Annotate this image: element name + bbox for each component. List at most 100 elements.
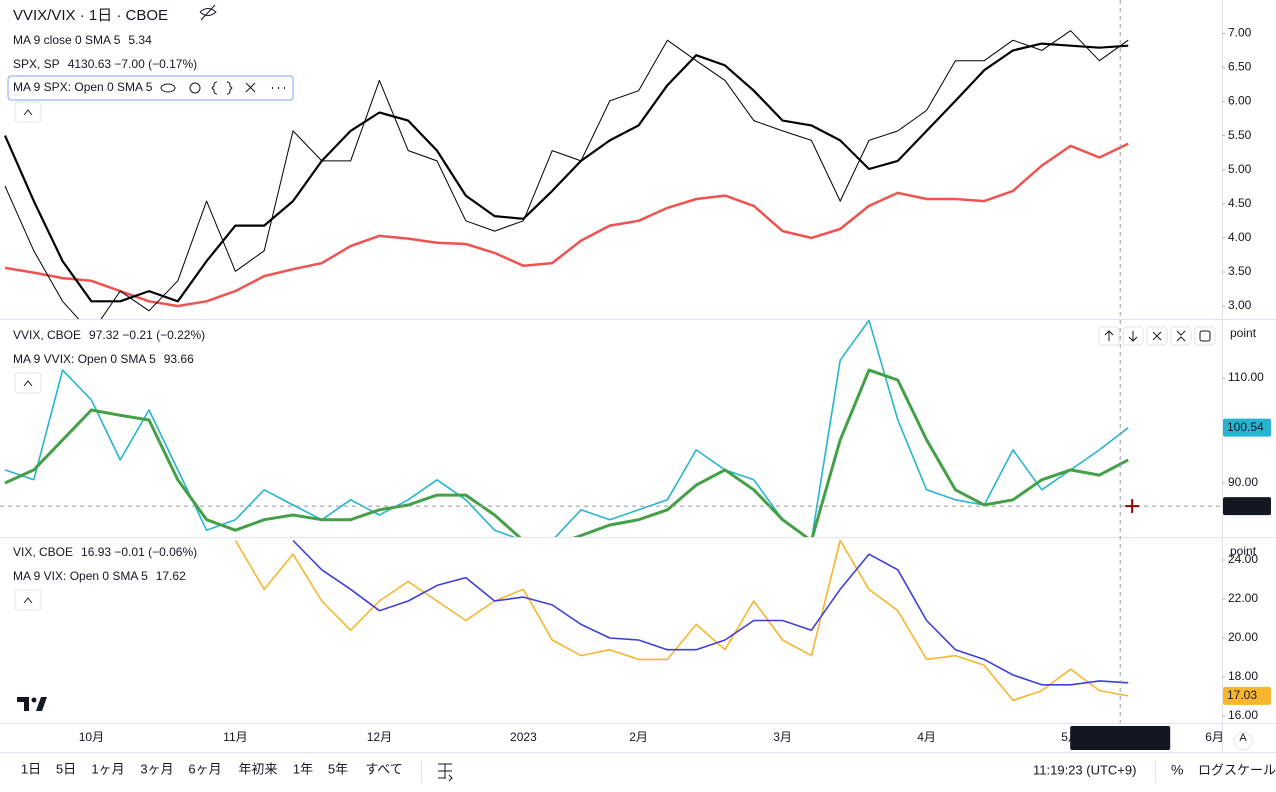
legend-name: MA 9 VIX: Open 0 SMA 5 bbox=[13, 569, 148, 583]
crosshair-price-label: 85.59 bbox=[1230, 498, 1260, 512]
series-line bbox=[292, 539, 1129, 686]
collapse-button[interactable] bbox=[14, 101, 42, 123]
close-pane[interactable] bbox=[1146, 326, 1168, 346]
y-tick-label: 4.00 bbox=[1228, 230, 1252, 244]
legend-name: MA 9 VVIX: Open 0 SMA 5 bbox=[13, 352, 156, 366]
chevron bbox=[23, 597, 33, 604]
plot-area bbox=[3, 30, 1129, 319]
chevron bbox=[23, 109, 33, 116]
icon bbox=[1152, 331, 1162, 341]
legend-name: VIX, CBOE bbox=[13, 545, 73, 559]
x-tick-label: 3月 bbox=[773, 730, 792, 744]
legend-value: 5.34 bbox=[128, 33, 152, 47]
settings-icon[interactable] bbox=[189, 82, 201, 94]
y-tick-label: 4.50 bbox=[1228, 196, 1252, 210]
legend-icons[interactable] bbox=[160, 4, 285, 95]
compare-icon[interactable] bbox=[438, 763, 453, 782]
x-tick-label: 12月 bbox=[367, 730, 392, 744]
crosshair-date-tag bbox=[1070, 726, 1171, 750]
collapse-pane[interactable] bbox=[1170, 326, 1192, 346]
y-tick-label: 3.50 bbox=[1228, 264, 1252, 278]
last-value-tag bbox=[1223, 686, 1271, 705]
chevron bbox=[23, 380, 33, 387]
icon bbox=[1199, 330, 1211, 342]
crosshair-cursor bbox=[1125, 499, 1140, 514]
source-icon[interactable] bbox=[211, 81, 233, 95]
series-line bbox=[4, 142, 1129, 308]
range-button[interactable]: 6ヶ月 bbox=[188, 761, 221, 776]
series-line bbox=[234, 539, 1129, 702]
pane-controls[interactable] bbox=[1098, 326, 1216, 346]
x-tick-label: 2月 bbox=[629, 730, 648, 744]
remove-icon[interactable] bbox=[245, 82, 256, 93]
series-line bbox=[4, 30, 1129, 319]
y-tick-label: 110.00 bbox=[1228, 370, 1264, 384]
series-line bbox=[3, 42, 1129, 303]
collapse-button[interactable] bbox=[14, 589, 42, 611]
last-value-tag bbox=[1223, 418, 1271, 437]
unit-label: point bbox=[1230, 544, 1257, 558]
range-button[interactable]: 1ヶ月 bbox=[91, 761, 124, 776]
clock: 11:19:23 (UTC+9) bbox=[1033, 762, 1136, 777]
legend-value: 16.93 −0.01 (−0.06%) bbox=[81, 545, 197, 559]
chart-title: VVIX/VIX · 1日 · CBOE bbox=[13, 7, 168, 24]
y-tick-label: 20.00 bbox=[1228, 630, 1258, 644]
collapse-button[interactable] bbox=[14, 372, 42, 394]
percent-toggle[interactable]: % bbox=[1171, 762, 1183, 778]
maximize-pane[interactable] bbox=[1194, 326, 1216, 346]
auto-scale-ring bbox=[1233, 731, 1253, 751]
y-tick-label: 5.50 bbox=[1228, 128, 1252, 142]
legend-value: 97.32 −0.21 (−0.22%) bbox=[89, 328, 205, 342]
y-tick-label: 3.00 bbox=[1228, 298, 1252, 312]
move-up[interactable] bbox=[1098, 326, 1120, 346]
plot-area bbox=[234, 539, 1129, 702]
y-tick-label: 7.00 bbox=[1228, 26, 1252, 40]
legend-value: 4130.63 −7.00 (−0.17%) bbox=[68, 57, 197, 71]
y-tick-label: 18.00 bbox=[1228, 669, 1258, 683]
y-tick-label: 16.00 bbox=[1228, 708, 1258, 722]
x-tick-label: 10月 bbox=[79, 730, 104, 744]
series-line bbox=[4, 368, 1129, 537]
x-tick-label: 2023 bbox=[510, 730, 537, 744]
y-tick-label: 24.00 bbox=[1228, 552, 1258, 566]
legend-name: MA 9 SPX: Open 0 SMA 5 bbox=[13, 80, 153, 94]
y-tick-label: 90.00 bbox=[1228, 475, 1258, 489]
eye-icon[interactable] bbox=[160, 83, 176, 93]
legend-name: MA 9 close 0 SMA 5 bbox=[13, 33, 121, 47]
last-value-label: 17.03 bbox=[1227, 688, 1257, 702]
range-button[interactable]: 年初来 bbox=[238, 761, 277, 776]
log-toggle[interactable]: ログスケール bbox=[1198, 762, 1276, 777]
range-button[interactable]: 1年 bbox=[293, 761, 313, 776]
crosshair-date-label: 2023-05-11 (木) bbox=[1078, 730, 1162, 744]
legend-value: 17.62 bbox=[156, 569, 186, 583]
legend-name: VVIX, CBOE bbox=[13, 328, 81, 342]
auto-toggle[interactable]: A bbox=[1239, 732, 1247, 744]
range-button[interactable]: 1日 bbox=[21, 761, 41, 776]
icon bbox=[1176, 330, 1186, 342]
range-button[interactable]: 5年 bbox=[328, 761, 348, 776]
y-tick-label: 5.00 bbox=[1228, 162, 1252, 176]
y-tick-label: 22.00 bbox=[1228, 591, 1258, 605]
crosshair-price-tag bbox=[1223, 497, 1271, 516]
range-button[interactable]: 5日 bbox=[56, 761, 76, 776]
legend-name: SPX, SP bbox=[13, 57, 60, 71]
x-tick-label: 4月 bbox=[917, 730, 936, 744]
selected-legend-box[interactable] bbox=[7, 75, 294, 101]
icon bbox=[1128, 331, 1138, 342]
unit-label: point bbox=[1230, 326, 1257, 340]
plot-area bbox=[4, 320, 1129, 537]
hide-icon[interactable] bbox=[199, 4, 217, 21]
y-tick-label: 6.50 bbox=[1228, 60, 1252, 74]
tv-logo bbox=[17, 697, 47, 711]
collapse-buttons[interactable] bbox=[14, 101, 42, 611]
range-button[interactable]: すべて bbox=[365, 761, 403, 776]
y-tick-label: 6.00 bbox=[1228, 94, 1252, 108]
x-tick-label: 6月 bbox=[1205, 730, 1224, 744]
move-down[interactable] bbox=[1122, 326, 1144, 346]
range-button[interactable]: 3ヶ月 bbox=[140, 761, 173, 776]
legend-value: 93.66 bbox=[164, 352, 194, 366]
x-tick-label: 11月 bbox=[223, 730, 247, 744]
last-value-label: 100.54 bbox=[1227, 420, 1264, 434]
